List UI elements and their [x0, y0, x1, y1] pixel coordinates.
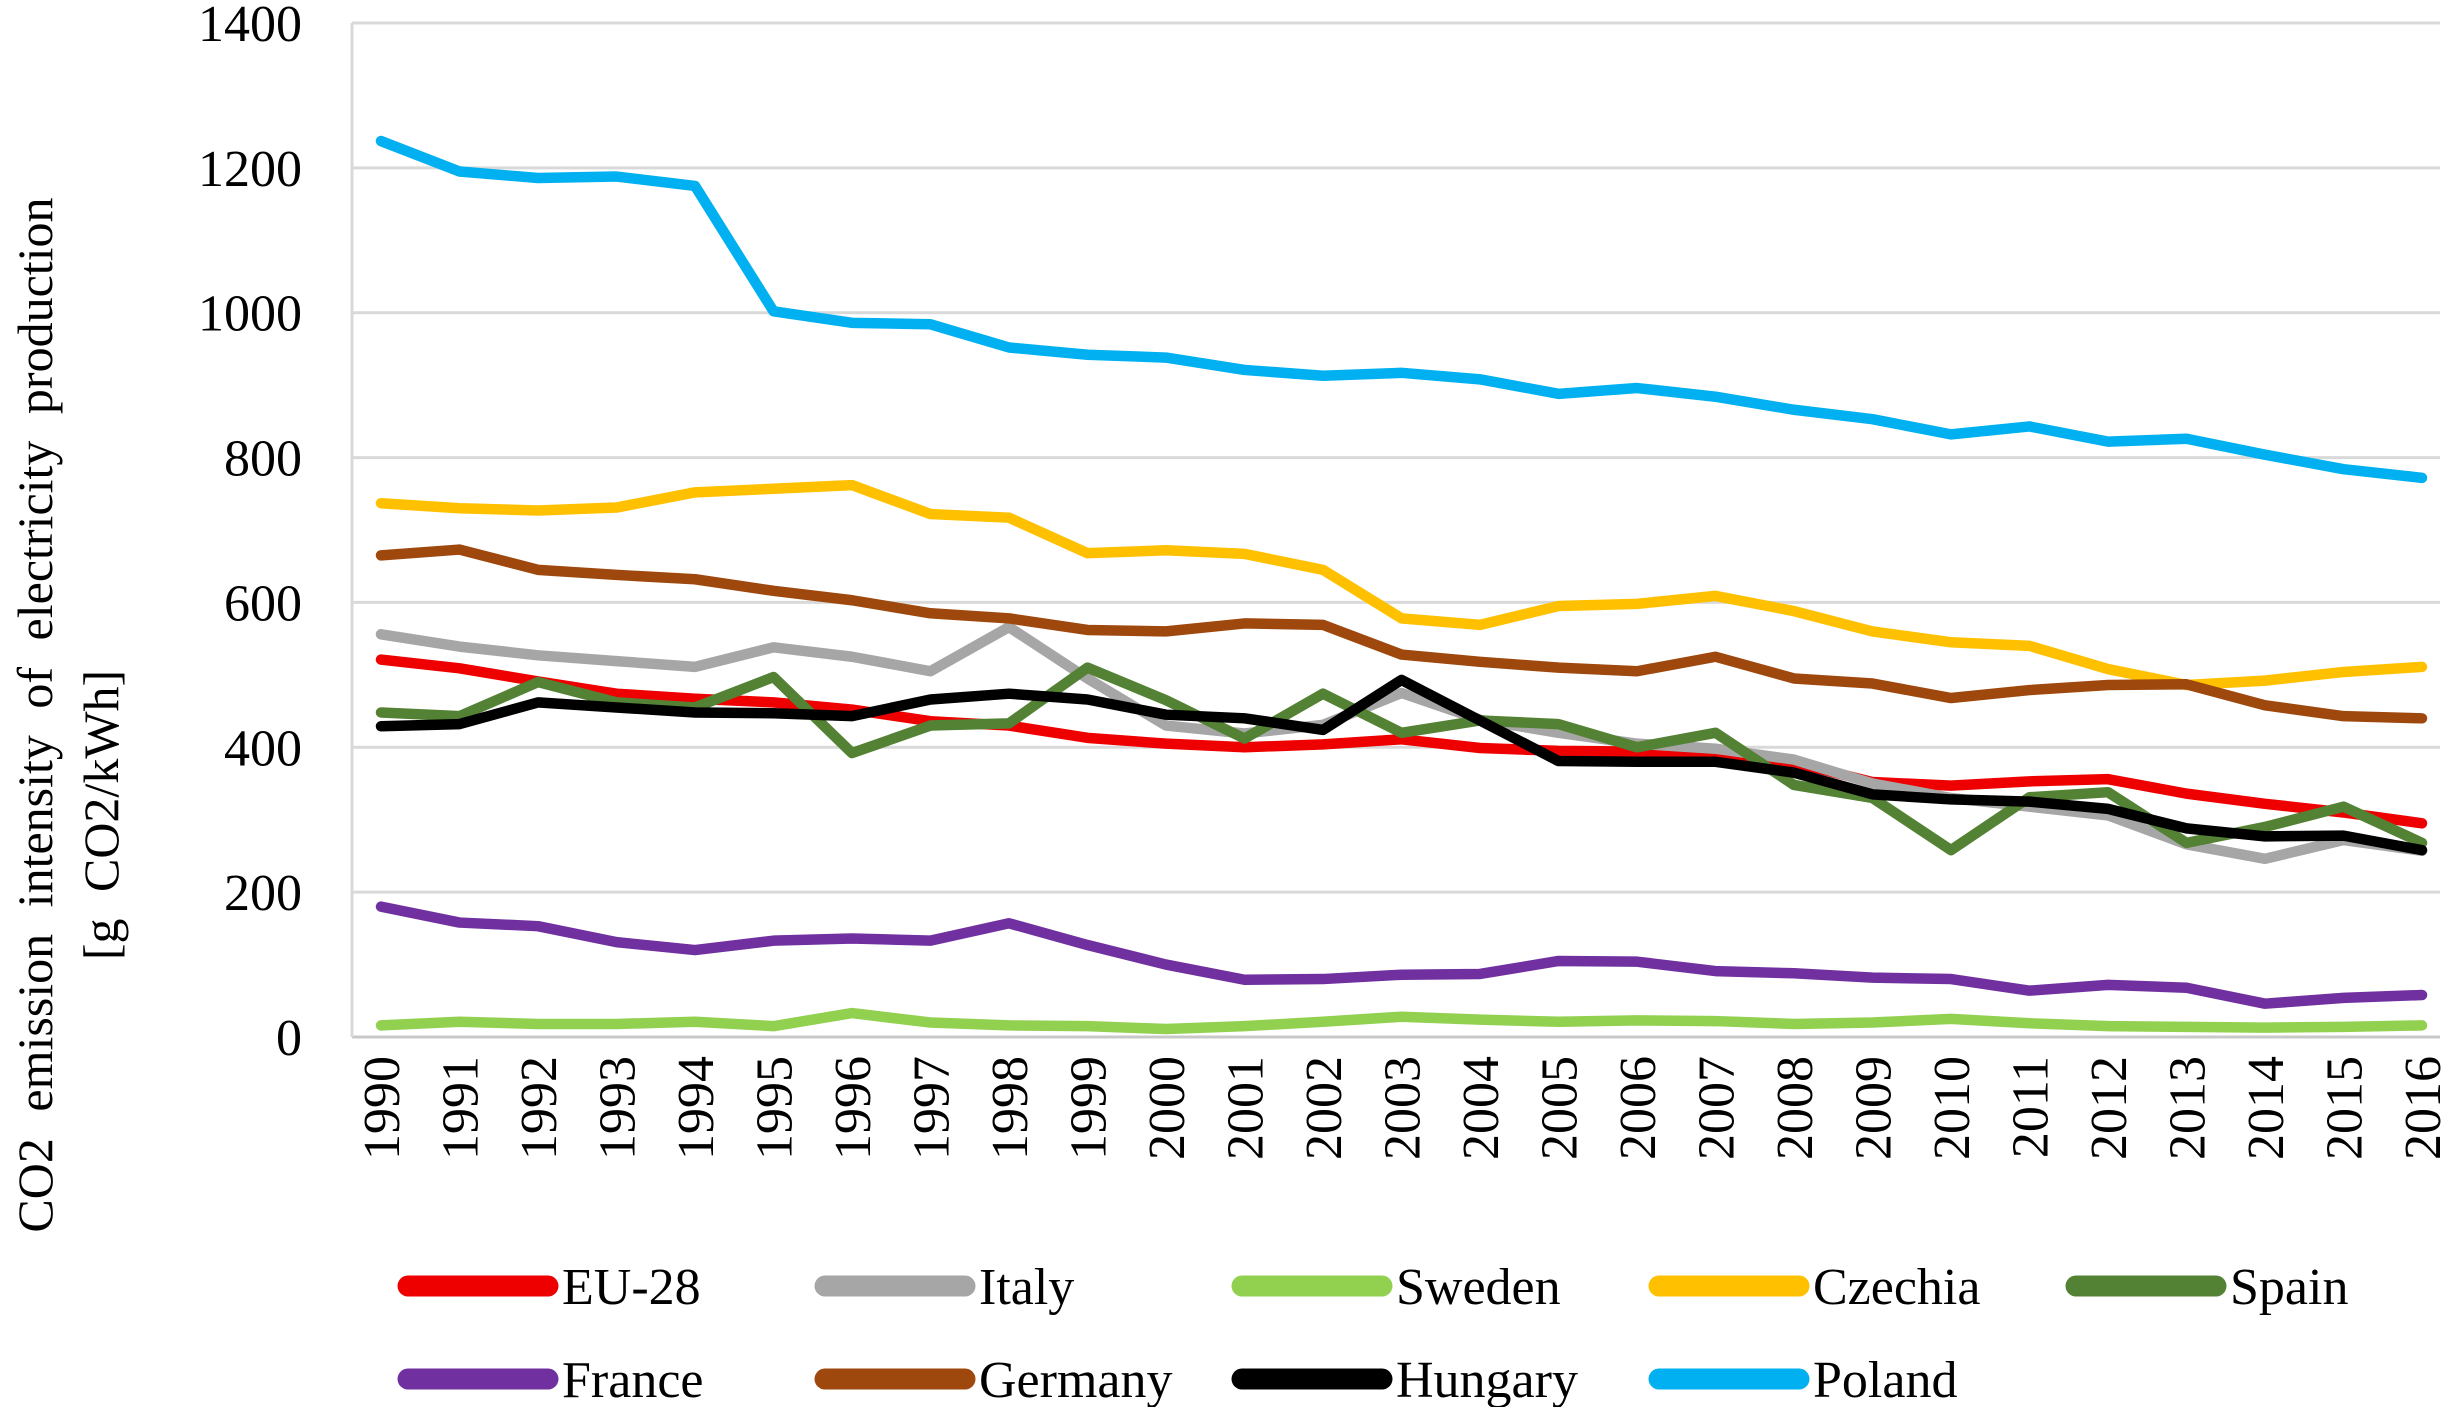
x-tick-label-2001: 2001	[1218, 1056, 1275, 1160]
y-axis-title-line2: [g CO2/kWh]	[73, 670, 129, 960]
legend-label-spain: Spain	[2230, 1259, 2348, 1316]
legend-item-germany: Germany	[814, 1352, 1172, 1407]
series-line-italy	[375, 621, 2428, 865]
x-tick-label-2008: 2008	[1767, 1056, 1824, 1160]
x-tick-label-1995: 1995	[747, 1056, 804, 1160]
x-tick-label-1994: 1994	[668, 1056, 725, 1160]
y-tick-label-800: 800	[224, 431, 302, 488]
x-tick-label-2015: 2015	[2317, 1056, 2374, 1160]
legend-label-sweden: Sweden	[1396, 1259, 1561, 1316]
x-tick-label-1990: 1990	[354, 1056, 411, 1160]
series-line-spain	[375, 662, 2428, 856]
x-tick-label-2002: 2002	[1296, 1056, 1353, 1160]
series-line-france	[375, 901, 2428, 1009]
series-line-hungary	[375, 674, 2428, 856]
legend-label-hungary: Hungary	[1396, 1352, 1578, 1407]
legend-label-poland: Poland	[1813, 1352, 1957, 1407]
x-tick-label-2013: 2013	[2160, 1056, 2217, 1160]
y-axis-title-line1: CO2 emission intensity of electricity pr…	[7, 197, 63, 1232]
x-tick-label-2004: 2004	[1453, 1056, 1510, 1160]
legend-label-eu-28: EU-28	[562, 1259, 701, 1316]
x-tick-label-2011: 2011	[2003, 1056, 2060, 1158]
legend-item-czechia: Czechia	[1648, 1259, 1980, 1316]
y-tick-label-1400: 1400	[198, 0, 302, 53]
x-tick-label-2009: 2009	[1846, 1056, 1903, 1160]
x-tick-label-2003: 2003	[1375, 1056, 1432, 1160]
legend-label-france: France	[562, 1352, 703, 1407]
x-tick-label-2006: 2006	[1610, 1056, 1667, 1160]
legend-label-germany: Germany	[979, 1352, 1172, 1407]
x-tick-label-1993: 1993	[590, 1056, 647, 1160]
x-tick-label-1996: 1996	[825, 1056, 882, 1160]
x-tick-label-1997: 1997	[904, 1056, 961, 1160]
series-line-poland	[375, 135, 2428, 484]
legend-item-france: France	[397, 1352, 703, 1407]
y-tick-label-0: 0	[276, 1010, 302, 1067]
x-tick-label-2010: 2010	[1924, 1056, 1981, 1160]
legend-item-italy: Italy	[814, 1259, 1074, 1316]
x-tick-label-1999: 1999	[1061, 1056, 1118, 1160]
y-tick-label-1200: 1200	[198, 141, 302, 198]
x-tick-label-2007: 2007	[1689, 1056, 1746, 1160]
x-tick-label-1998: 1998	[982, 1056, 1039, 1160]
legend-item-sweden: Sweden	[1231, 1259, 1561, 1316]
y-tick-label-1000: 1000	[198, 286, 302, 343]
series-line-sweden	[375, 1007, 2428, 1035]
series-line-czechia	[375, 479, 2428, 691]
grid-layer	[350, 21, 2440, 1039]
series-line-germany	[375, 544, 2428, 724]
legend-label-czechia: Czechia	[1813, 1259, 1980, 1316]
x-tick-label-2000: 2000	[1139, 1056, 1196, 1160]
y-tick-label-200: 200	[224, 865, 302, 922]
x-tick-label-2016: 2016	[2395, 1056, 2447, 1160]
legend: EU-28 Italy Sweden Czechia Spain France German…	[397, 1259, 2348, 1407]
y-tick-label-600: 600	[224, 575, 302, 632]
series-layer	[375, 135, 2428, 1035]
x-tick-label-1991: 1991	[433, 1056, 490, 1160]
x-tick-label-1992: 1992	[511, 1056, 568, 1160]
legend-item-hungary: Hungary	[1231, 1352, 1578, 1407]
x-tick-label-2012: 2012	[2081, 1056, 2138, 1160]
legend-item-poland: Poland	[1648, 1352, 1957, 1407]
legend-item-eu-28: EU-28	[397, 1259, 701, 1316]
legend-item-spain: Spain	[2065, 1259, 2348, 1316]
legend-label-italy: Italy	[979, 1259, 1074, 1316]
x-tick-label-2014: 2014	[2238, 1056, 2295, 1160]
x-tick-label-2005: 2005	[1532, 1056, 1589, 1160]
y-tick-label-400: 400	[224, 720, 302, 777]
axis-layer: 0 200 400 600 800 1000 1200 1400 1990 1991 1992 199…	[198, 0, 2447, 1160]
